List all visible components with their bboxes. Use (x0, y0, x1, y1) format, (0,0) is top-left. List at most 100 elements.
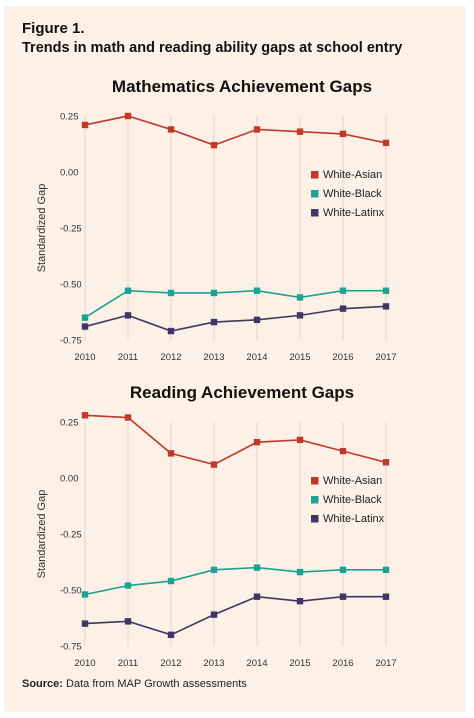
data-point-white-asian (382, 459, 390, 466)
x-tick-label: 2011 (118, 352, 138, 363)
series-line-white-black (84, 289, 386, 319)
math-gaps-chart: Mathematics Achievement Gaps 0.25 0.00 -0.2… (36, 77, 397, 363)
data-point-white-black (124, 582, 132, 589)
x-tick-label: 2016 (332, 352, 353, 363)
data-point-white-black (253, 564, 261, 571)
data-point-white-asian (167, 126, 175, 133)
data-point-white-asian (296, 436, 304, 444)
x-tick-label: 2014 (246, 658, 267, 669)
data-point-white-latinx (253, 593, 261, 600)
data-point-white-latinx (382, 593, 390, 600)
legend-label-white-black: White-Black (323, 494, 382, 506)
data-point-white-latinx (210, 318, 218, 326)
x-tick-label: 2013 (203, 658, 224, 669)
y-axis-label: Standardized Gap (36, 490, 48, 579)
series-line-white-latinx (84, 305, 387, 332)
data-point-white-black (339, 287, 347, 294)
reading-gaps-chart: Reading Achievement Gaps 0.25 0.00 -0.25 -0.… (36, 383, 397, 669)
data-point-white-latinx (81, 620, 89, 627)
x-tick-label: 2013 (203, 352, 224, 363)
data-point-white-asian (296, 128, 304, 135)
data-point-white-latinx (253, 316, 261, 324)
y-tick-label: 0.00 (60, 168, 79, 179)
data-point-white-latinx (382, 303, 390, 310)
data-point-white-asian (124, 414, 132, 421)
data-point-white-asian (81, 412, 89, 419)
x-tick-label: 2017 (375, 352, 396, 363)
x-tick-label: 2014 (246, 352, 267, 363)
legend-label-white-asian: White-Asian (323, 169, 382, 181)
figure-label: Figure 1. (22, 20, 85, 37)
x-tick-label: 2015 (289, 658, 310, 669)
data-point-white-latinx (296, 312, 304, 319)
data-point-white-black (382, 287, 390, 294)
chart-title: Reading Achievement Gaps (130, 383, 354, 402)
data-point-white-latinx (339, 593, 347, 600)
legend-label-white-asian: White-Asian (323, 475, 382, 487)
data-point-white-asian (339, 130, 347, 138)
data-point-white-latinx (124, 312, 132, 319)
legend-marker-white-latinx (311, 515, 319, 523)
y-axis-label: Standardized Gap (36, 184, 48, 273)
y-tick-label: -0.75 (60, 642, 82, 653)
x-tick-label: 2012 (160, 658, 181, 669)
data-point-white-latinx (167, 631, 175, 638)
y-tick-label: 0.25 (60, 418, 79, 429)
legend-marker-white-black (311, 190, 319, 198)
y-tick-label: -0.75 (60, 336, 82, 347)
x-tick-label: 2010 (74, 352, 95, 363)
data-point-white-black (210, 289, 218, 297)
y-tick-label: -0.50 (60, 280, 82, 291)
x-tick-label: 2010 (74, 658, 95, 669)
x-tick-label: 2017 (375, 658, 396, 669)
legend-marker-white-black (311, 496, 319, 504)
x-tick-label: 2012 (160, 352, 181, 363)
chart-title: Mathematics Achievement Gaps (112, 77, 372, 96)
data-point-white-asian (253, 126, 261, 133)
x-tick-label: 2016 (332, 658, 353, 669)
y-tick-label: -0.50 (60, 586, 82, 597)
data-point-white-asian (253, 438, 261, 446)
data-point-white-latinx (296, 598, 304, 605)
legend-marker-white-latinx (311, 209, 319, 217)
data-point-white-black (210, 566, 218, 574)
data-point-white-asian (382, 139, 390, 147)
data-point-white-asian (167, 450, 175, 457)
legend-label-white-black: White-Black (323, 188, 382, 200)
y-tick-label: -0.25 (60, 224, 82, 235)
legend-label-white-latinx: White-Latinx (323, 513, 385, 525)
figure-title: Trends in math and reading ability gaps … (22, 40, 403, 56)
series-line-white-asian (84, 414, 387, 466)
data-point-white-black (339, 566, 347, 574)
source-label: Source: (22, 678, 63, 690)
data-point-white-asian (81, 121, 89, 129)
data-point-white-black (382, 566, 390, 574)
data-point-white-black (167, 289, 175, 297)
source-note: Source: Data from MAP Growth assessments (22, 678, 247, 690)
data-point-white-black (253, 287, 261, 294)
x-tick-label: 2015 (289, 352, 310, 363)
data-point-white-latinx (124, 618, 132, 625)
data-point-white-black (296, 568, 304, 576)
data-point-white-black (81, 591, 89, 598)
data-point-white-latinx (81, 323, 89, 330)
data-point-white-black (296, 294, 304, 301)
legend-label-white-latinx: White-Latinx (323, 207, 385, 219)
legend-marker-white-asian (311, 477, 319, 485)
data-point-white-black (167, 577, 175, 585)
data-point-white-black (124, 287, 132, 294)
data-point-white-latinx (339, 305, 347, 312)
data-point-white-asian (124, 112, 132, 120)
x-tick-label: 2011 (118, 658, 138, 669)
series-line-white-latinx (84, 595, 386, 636)
y-tick-label: 0.25 (60, 112, 79, 123)
data-point-white-asian (210, 461, 218, 468)
series-line-white-black (84, 566, 386, 596)
data-point-white-black (81, 314, 89, 321)
data-point-white-asian (210, 141, 218, 149)
source-text: Data from MAP Growth assessments (66, 678, 247, 690)
data-point-white-latinx (210, 611, 218, 618)
y-tick-label: -0.25 (60, 530, 82, 541)
data-point-white-asian (339, 447, 347, 455)
y-tick-label: 0.00 (60, 474, 79, 485)
